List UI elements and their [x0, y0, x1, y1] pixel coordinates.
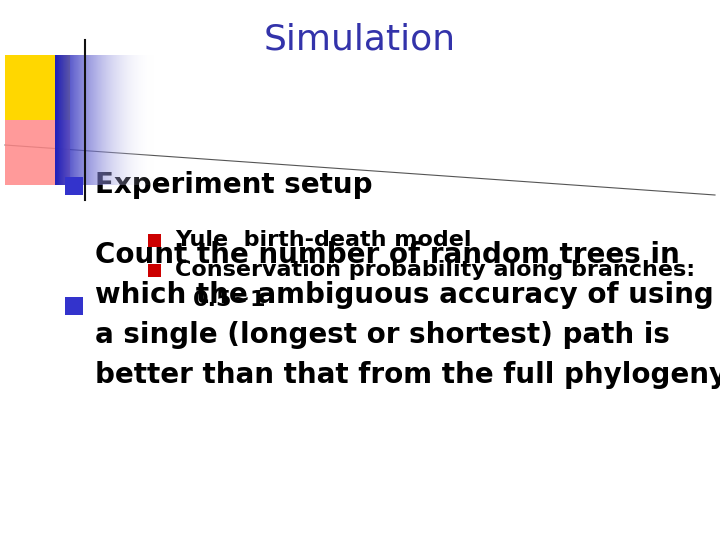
Text: Simulation: Simulation	[264, 23, 456, 57]
Text: Experiment setup: Experiment setup	[95, 171, 372, 199]
Text: Yule  birth-death model: Yule birth-death model	[175, 230, 472, 250]
Bar	[65, 297, 83, 315]
Text: 0.5~1: 0.5~1	[193, 290, 266, 310]
Text: Count the number of random trees in
which the ambiguous accuracy of using
a sing: Count the number of random trees in whic…	[95, 241, 720, 389]
Bar	[65, 177, 83, 195]
Bar	[5, 55, 70, 120]
Bar	[5, 120, 70, 185]
Text: Conservation probability along branches:: Conservation probability along branches:	[175, 260, 695, 280]
Bar	[148, 264, 161, 277]
Bar	[148, 234, 161, 247]
